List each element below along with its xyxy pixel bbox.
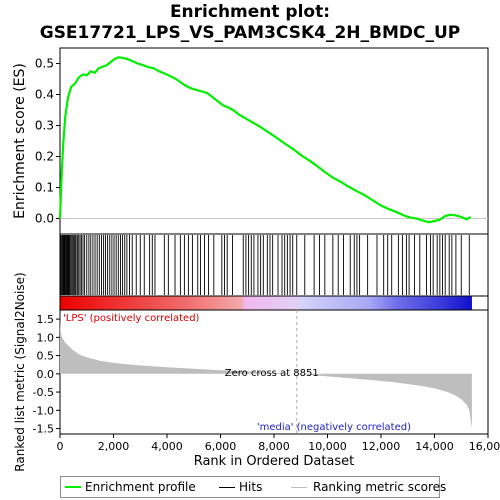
x-tick-label: 2,000 [98, 440, 130, 453]
x-axis-ticks: 0 2,000 4,000 6,000 8,000 10,000 12,000 14,000 1… [57, 434, 500, 453]
es-y-tick-label: 0.5 [35, 57, 54, 71]
ranked-y-tick-label: 1.0 [37, 331, 55, 344]
ranked-y-axis-label: Ranked list metric (Signal2Noise) [13, 272, 27, 471]
x-tick-label: 10,000 [308, 440, 347, 453]
x-tick-label: 4,000 [151, 440, 183, 453]
x-tick-label: 6,000 [205, 440, 237, 453]
negative-correlation-label: 'media' (negatively correlated) [257, 422, 411, 433]
es-y-tick-label: 0.2 [35, 150, 54, 164]
legend-label-hits: Hits [239, 480, 263, 494]
es-panel: 0.0 0.1 0.2 0.3 0.4 0.5 Enrichment score (ES) [12, 47, 489, 235]
es-y-tick-label: 0.3 [35, 119, 54, 133]
ranked-y-tick-label: -0.5 [33, 386, 54, 399]
legend-ranking-swatch-icon [291, 487, 307, 488]
legend-hits-swatch-icon [219, 487, 235, 488]
hits-plot-area [59, 233, 489, 297]
ranked-y-tick-label: 0.0 [37, 368, 55, 381]
ranked-metric-area [60, 315, 472, 429]
es-y-tick-label: 0.1 [35, 181, 54, 195]
hit-lines [60, 235, 470, 295]
x-tick-label: 8,000 [258, 440, 290, 453]
legend-label-ranking-metric: Ranking metric scores [313, 480, 447, 494]
zero-cross-label: Zero cross at 8851 [225, 368, 319, 379]
ranked-y-tick-label: 1.5 [37, 313, 55, 326]
legend-item-enrichment-profile: Enrichment profile [65, 480, 196, 494]
rank-color-bar [60, 296, 472, 310]
ranked-y-tick-label: 0.5 [37, 350, 55, 363]
es-y-tick-label: 0.0 [35, 212, 54, 226]
legend: Enrichment profile Hits Ranking metric s… [60, 476, 446, 498]
es-y-ticks: 0.0 0.1 0.2 0.3 0.4 0.5 [35, 57, 60, 226]
x-tick-label: 14,000 [415, 440, 454, 453]
positive-correlation-label: 'LPS' (positively correlated) [63, 313, 200, 324]
ranked-y-tick-label: -1.0 [33, 404, 54, 417]
x-tick-label: 0 [57, 440, 64, 453]
es-y-tick-label: 0.4 [35, 88, 54, 102]
x-tick-label: 12,000 [362, 440, 401, 453]
hits-panel [59, 233, 489, 311]
chart-title: Enrichment plot: GSE17721_LPS_VS_PAM3CSK… [0, 2, 500, 44]
legend-item-hits: Hits [219, 480, 262, 494]
chart-title-line1: Enrichment plot: [169, 2, 331, 22]
x-axis-label: Rank in Ordered Dataset [194, 454, 355, 469]
es-series-line [58, 56, 472, 224]
legend-label-enrichment-profile: Enrichment profile [85, 480, 196, 494]
legend-enrichment-swatch-icon [65, 486, 81, 488]
ranked-y-tick-label: -1.5 [33, 423, 54, 436]
x-tick-label: 16,000 [469, 440, 500, 453]
es-plot-area [59, 47, 489, 235]
es-y-axis-label: Enrichment score (ES) [12, 63, 28, 219]
ranked-panel: -1.5 -1.0 -0.5 0.0 0.5 1.0 1.5 'LPS' (positive… [13, 272, 489, 472]
chart-title-line2: GSE17721_LPS_VS_PAM3CSK4_2H_BMDC_UP [39, 23, 461, 43]
legend-item-ranking-metric: Ranking metric scores [291, 480, 446, 494]
ranked-y-ticks: -1.5 -1.0 -0.5 0.0 0.5 1.0 1.5 [33, 313, 60, 436]
